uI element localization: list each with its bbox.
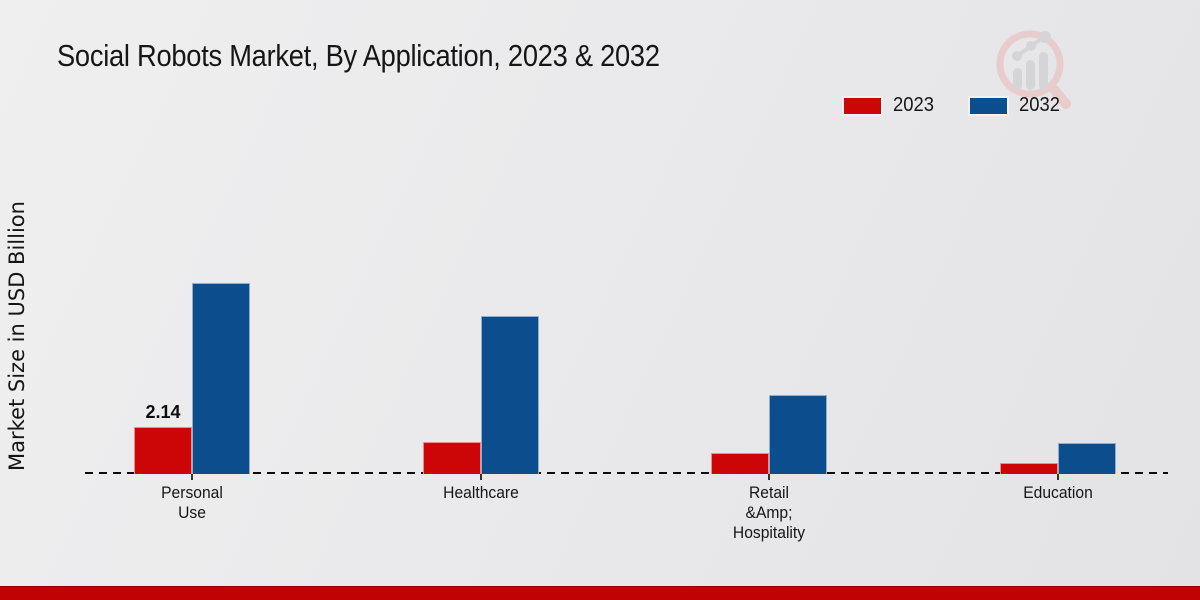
category-label-retail-amp-hospitality: Retail &Amp; Hospitality [733,483,806,542]
bar-2032-personal-use [192,282,250,474]
bar-2023-education [1000,463,1058,474]
category-label-healthcare: Healthcare [442,483,519,502]
value-label-2023-0: 2.14 [145,401,181,422]
bar-2032-education [1058,443,1116,474]
legend-item-2023: 2023 [842,94,938,117]
bar-2023-retail-amp-hospitality [711,453,770,474]
legend-label-2023: 2023 [893,94,934,116]
bar-2032-healthcare [480,315,539,474]
bar-2023-personal-use [134,426,192,474]
x-axis-tick-retail-amp-hospitality [768,474,771,480]
x-axis-tick-personal-use [191,474,193,480]
bar-2032-retail-amp-hospitality [769,394,828,474]
footer-stripe [0,586,1200,600]
legend-label-2032: 2032 [1018,94,1060,116]
x-axis-tick-education [1057,474,1059,480]
legend-item-2032: 2032 [967,94,1064,117]
category-label-personal-use: Personal Use [161,483,223,522]
brand-logo [988,24,1078,114]
category-label-education: Education [1023,483,1093,502]
x-axis-baseline [85,472,1168,474]
x-axis-tick-healthcare [479,474,482,480]
chart-title: Social Robots Market, By Application, 20… [57,38,660,73]
legend-swatch-2032 [967,95,1009,116]
legend: 2023 2032 [842,94,1063,117]
magnifier-bar-chart-icon [996,30,1071,109]
legend-swatch-2023 [842,95,883,116]
bar-2023-healthcare [422,442,481,474]
